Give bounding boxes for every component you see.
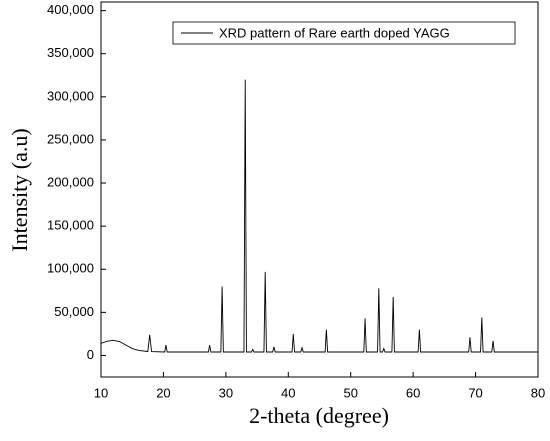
y-tick-label: 300,000 bbox=[47, 88, 94, 103]
y-tick-label: 0 bbox=[87, 347, 94, 362]
x-tick-label: 80 bbox=[531, 385, 545, 400]
data-line bbox=[100, 79, 538, 353]
x-axis-label: 2-theta (degree) bbox=[249, 403, 389, 428]
y-tick-label: 100,000 bbox=[47, 261, 94, 276]
x-tick-label: 30 bbox=[219, 385, 233, 400]
y-tick-label: 350,000 bbox=[47, 45, 94, 60]
plot-frame bbox=[100, 1, 539, 378]
x-tick-label: 20 bbox=[156, 385, 170, 400]
y-tick-label: 200,000 bbox=[47, 174, 94, 189]
legend-box bbox=[172, 21, 516, 45]
y-tick-label: 150,000 bbox=[47, 218, 94, 233]
x-tick-label: 50 bbox=[343, 385, 357, 400]
y-tick-label: 50,000 bbox=[54, 304, 94, 319]
y-axis-label: Intensity (a.u) bbox=[7, 128, 32, 251]
y-tick-label: 400,000 bbox=[47, 2, 94, 17]
legend-label: XRD pattern of Rare earth doped YAGG bbox=[219, 25, 450, 40]
x-tick-label: 40 bbox=[281, 385, 295, 400]
x-tick-label: 60 bbox=[406, 385, 420, 400]
y-tick-label: 250,000 bbox=[47, 131, 94, 146]
x-tick-label: 70 bbox=[468, 385, 482, 400]
x-tick-label: 10 bbox=[94, 385, 108, 400]
